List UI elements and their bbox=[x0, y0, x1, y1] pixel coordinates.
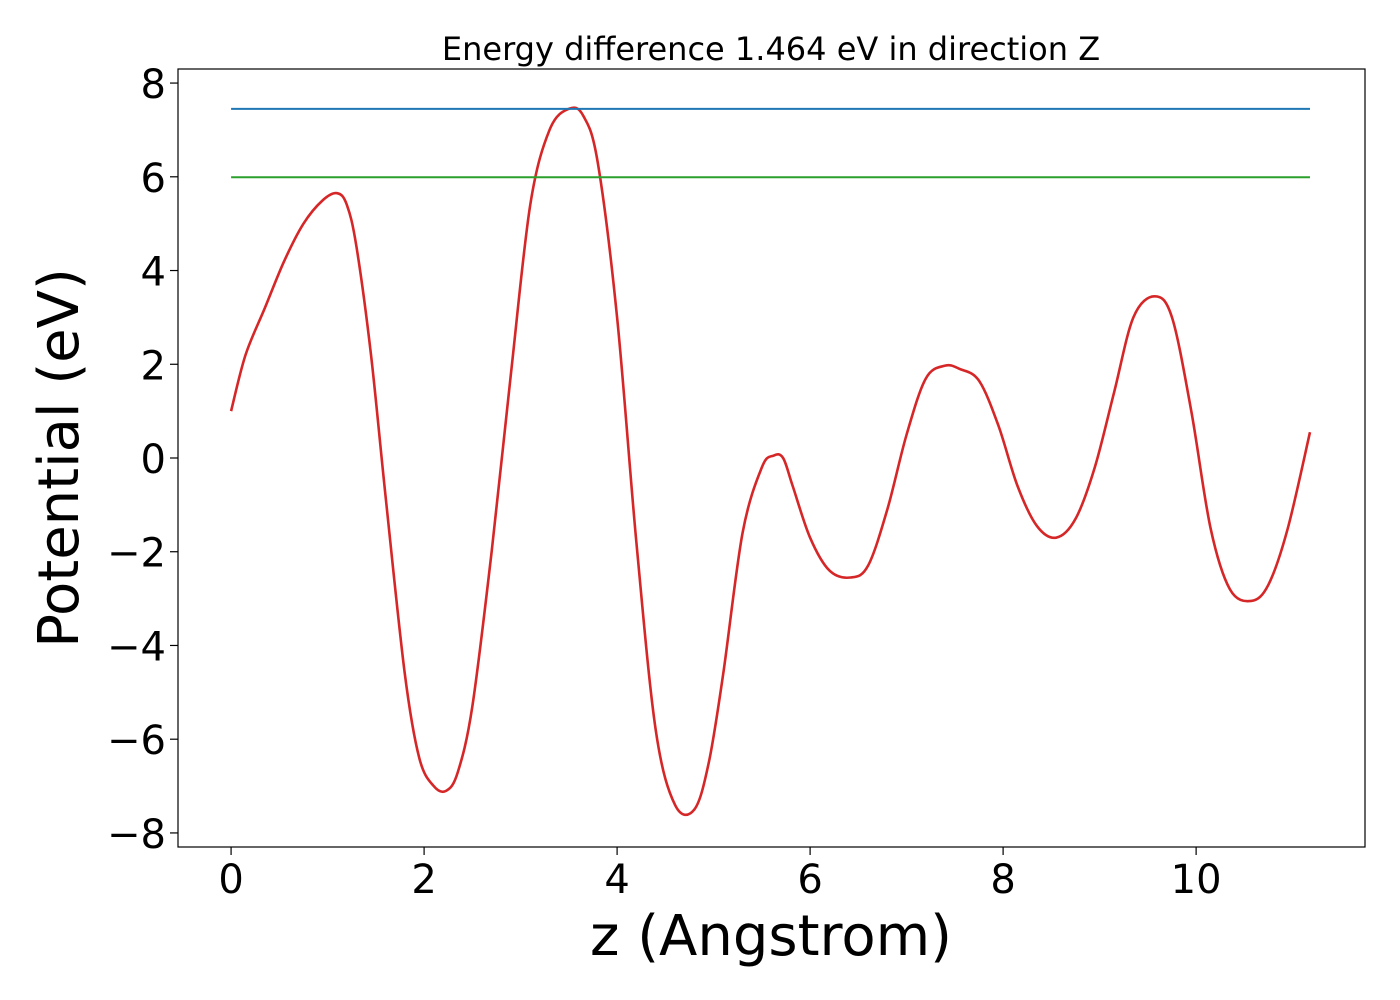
potential-curve bbox=[229, 106, 1312, 817]
x-tick-label: 0 bbox=[218, 857, 243, 903]
x-tick-label: 4 bbox=[604, 857, 629, 903]
x-tick-label: 10 bbox=[1171, 857, 1222, 903]
y-tick-label: −2 bbox=[107, 531, 166, 577]
y-tick-label: −4 bbox=[107, 624, 166, 670]
chart-title: Energy difference 1.464 eV in direction … bbox=[442, 30, 1100, 68]
y-tick-label: 8 bbox=[141, 62, 166, 108]
y-tick-label: −8 bbox=[107, 812, 166, 858]
x-tick-label: 6 bbox=[797, 857, 822, 903]
y-tick-label: 2 bbox=[141, 343, 166, 389]
y-tick-label: 6 bbox=[141, 156, 166, 202]
y-tick-label: 0 bbox=[141, 437, 166, 483]
x-axis-label: z (Angstrom) bbox=[590, 904, 952, 969]
x-tick-label: 8 bbox=[990, 857, 1015, 903]
x-tick-label: 2 bbox=[411, 857, 436, 903]
y-axis-label: Potential (eV) bbox=[27, 268, 92, 648]
y-tick-label: −6 bbox=[107, 718, 166, 764]
y-tick-label: 4 bbox=[141, 250, 166, 296]
